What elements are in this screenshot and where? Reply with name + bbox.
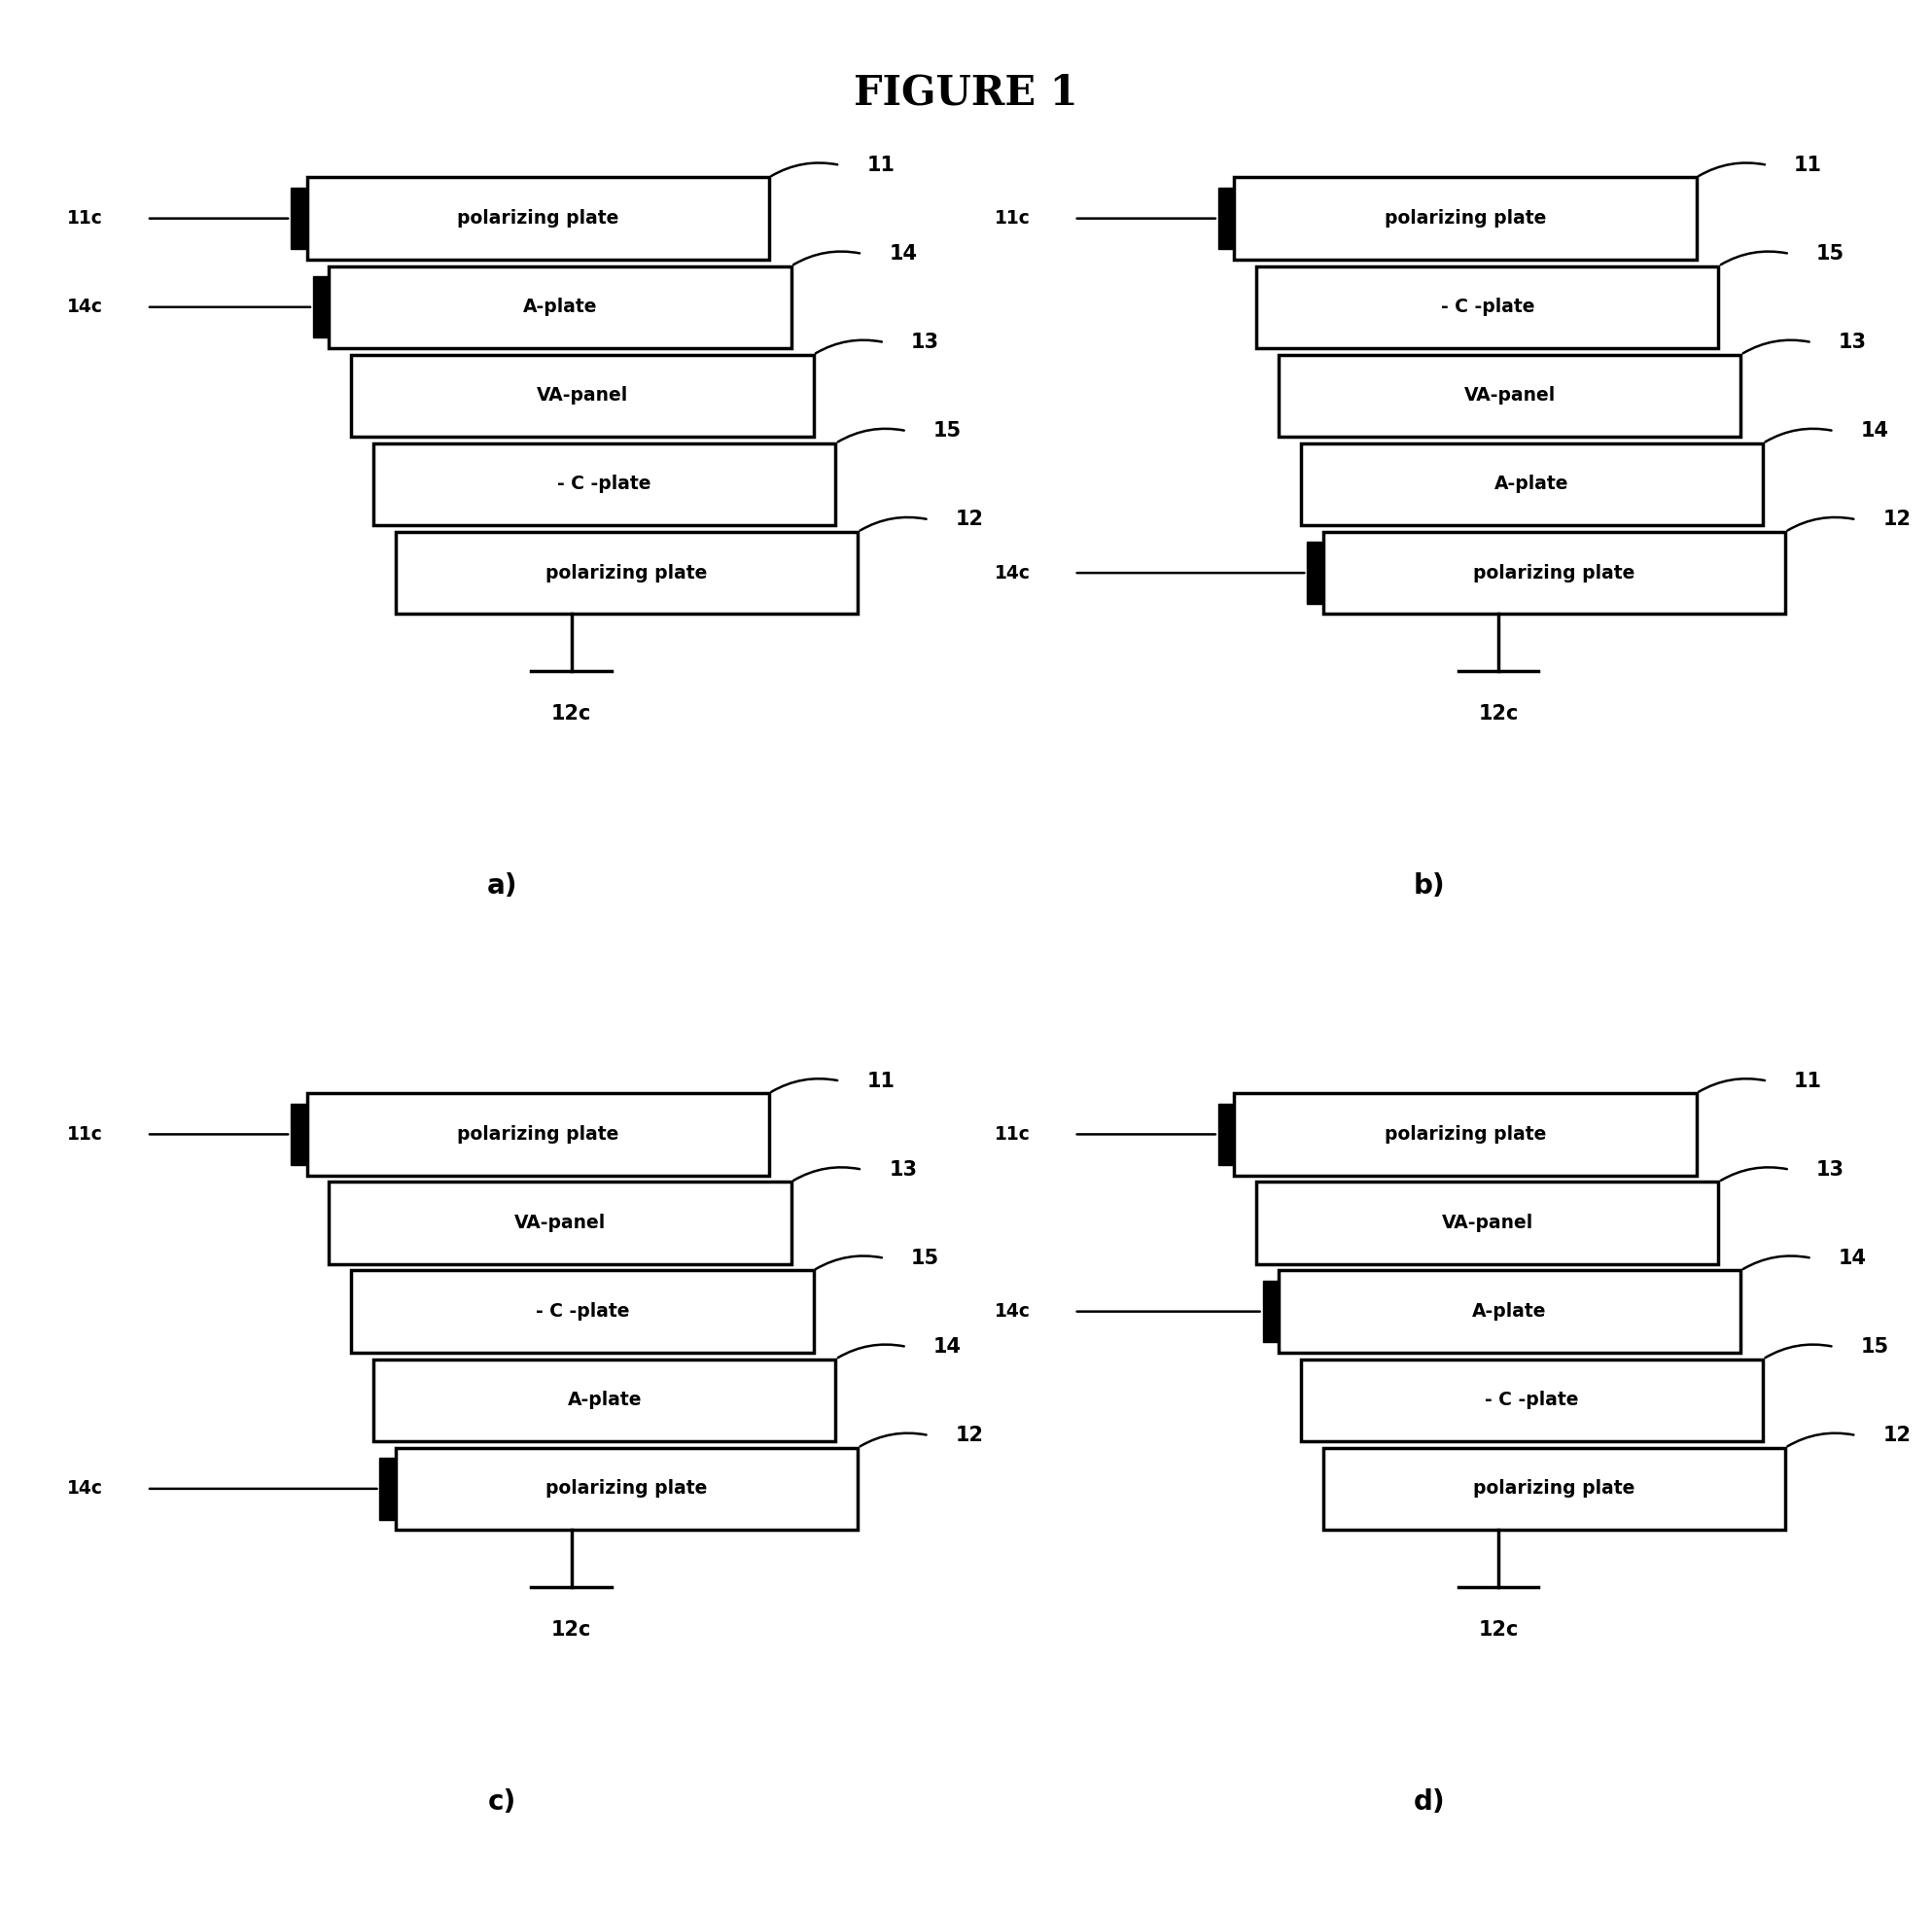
Text: 11: 11 [1795,155,1822,176]
Text: 15: 15 [1861,1338,1889,1357]
Text: - C -plate: - C -plate [535,1303,630,1320]
Text: VA-panel: VA-panel [514,1213,607,1233]
Text: VA-panel: VA-panel [1464,387,1555,404]
Text: - C -plate: - C -plate [1441,298,1534,317]
Text: 14c: 14c [995,1303,1030,1320]
Text: 12c: 12c [1478,704,1519,723]
Bar [1235,1093,1696,1175]
Text: 11: 11 [867,1070,895,1091]
Bar [328,265,792,347]
Text: 14c: 14c [68,1479,102,1498]
Bar [1235,177,1696,259]
Bar [1264,1280,1279,1343]
Bar [1308,542,1323,603]
Text: A-plate: A-plate [1495,475,1569,494]
Text: 11: 11 [1795,1070,1822,1091]
Bar [1256,1181,1718,1263]
Text: 12: 12 [1884,1425,1911,1444]
Bar [1256,265,1718,347]
Text: 14: 14 [933,1338,962,1357]
Text: 11c: 11c [68,1126,102,1143]
Text: 11c: 11c [995,1126,1030,1143]
Bar [313,277,328,338]
Bar [396,532,858,614]
Text: c): c) [489,1788,516,1815]
Text: 14: 14 [1861,422,1889,441]
Text: polarizing plate: polarizing plate [458,210,618,227]
Text: polarizing plate: polarizing plate [1474,1479,1634,1498]
Bar [292,187,307,250]
Text: a): a) [487,872,518,899]
Bar [328,1181,792,1263]
Text: VA-panel: VA-panel [537,387,628,404]
Text: 11: 11 [867,155,895,176]
Text: 14: 14 [1839,1248,1866,1269]
Text: polarizing plate: polarizing plate [458,1126,618,1143]
Text: 13: 13 [1816,1160,1845,1179]
Text: FIGURE 1: FIGURE 1 [854,73,1078,113]
Text: 13: 13 [1839,332,1866,353]
Bar [1279,1271,1741,1353]
Bar [307,1093,769,1175]
Text: polarizing plate: polarizing plate [1474,563,1634,582]
Bar [396,1448,858,1530]
Bar [1323,532,1785,614]
Text: A-plate: A-plate [568,1391,641,1410]
Text: 14c: 14c [68,298,102,317]
Bar [307,177,769,259]
Text: 15: 15 [912,1248,939,1269]
Text: polarizing plate: polarizing plate [1385,1126,1546,1143]
Bar [352,355,813,437]
Text: polarizing plate: polarizing plate [547,563,707,582]
Text: 12c: 12c [551,1620,591,1639]
Text: 13: 13 [889,1160,918,1179]
Text: 12: 12 [1884,509,1911,529]
Text: - C -plate: - C -plate [558,475,651,494]
Text: 12c: 12c [1478,1620,1519,1639]
Text: polarizing plate: polarizing plate [1385,210,1546,227]
Bar [373,1358,835,1441]
Text: d): d) [1414,1788,1445,1815]
Bar [1279,355,1741,437]
Text: 11c: 11c [995,210,1030,227]
Text: polarizing plate: polarizing plate [547,1479,707,1498]
Text: 12: 12 [956,1425,983,1444]
Text: 12c: 12c [551,704,591,723]
Text: 15: 15 [933,422,962,441]
Text: 13: 13 [912,332,939,353]
Text: 14: 14 [889,244,918,263]
Bar [1219,1103,1235,1166]
Text: 11c: 11c [68,210,102,227]
Text: - C -plate: - C -plate [1486,1391,1578,1410]
Bar [352,1271,813,1353]
Bar [1219,187,1235,250]
Bar [373,443,835,525]
Bar [1300,443,1762,525]
Bar [292,1103,307,1166]
Bar [1300,1358,1762,1441]
Text: A-plate: A-plate [524,298,597,317]
Text: 14c: 14c [995,563,1030,582]
Bar [381,1458,396,1519]
Text: VA-panel: VA-panel [1441,1213,1534,1233]
Text: 12: 12 [956,509,983,529]
Bar [1323,1448,1785,1530]
Text: b): b) [1414,872,1445,899]
Text: 15: 15 [1816,244,1845,263]
Text: A-plate: A-plate [1472,1303,1548,1320]
